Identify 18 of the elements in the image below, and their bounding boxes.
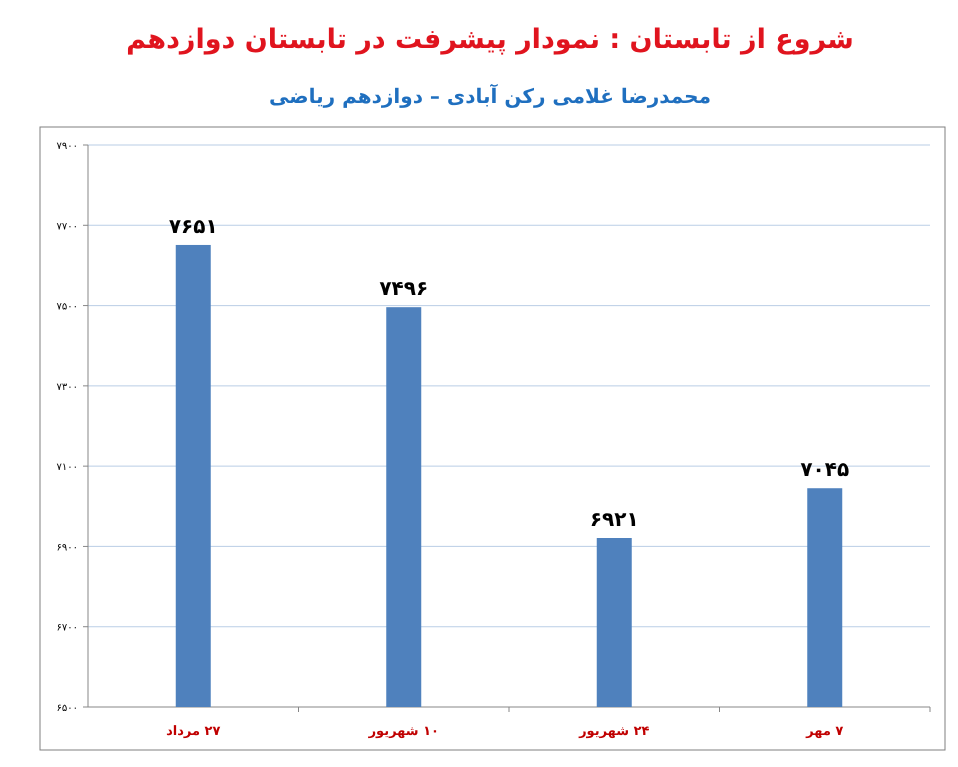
y-tick-label: ۷۱۰۰ <box>56 462 78 474</box>
y-tick-label: ۶۷۰۰ <box>56 622 78 634</box>
y-tick-label: ۶۹۰۰ <box>56 542 78 554</box>
x-tick-label: ۲۷ مرداد <box>166 724 220 739</box>
data-label: ۷۰۴۵ <box>800 457 850 482</box>
y-tick-label: ۶۵۰۰ <box>56 703 78 714</box>
data-label: ۷۶۵۱ <box>168 214 218 238</box>
x-tick-label: ۱۰ شهریور <box>368 724 439 739</box>
x-tick-label: ۷ مهر <box>805 724 844 739</box>
x-tick-label: ۲۴ شهریور <box>578 724 650 739</box>
y-tick-label: ۷۵۰۰ <box>56 302 78 313</box>
y-tick-label: ۷۳۰۰ <box>56 382 78 393</box>
y-tick-label: ۷۹۰۰ <box>56 141 78 152</box>
y-tick-label: ۷۷۰۰ <box>56 221 78 232</box>
data-label: ۶۹۲۱ <box>590 507 639 531</box>
chart-title: شروع از تابستان : نمودار پیشرفت در تابستان دوازدهم <box>126 24 854 55</box>
data-label: ۷۴۹۶ <box>379 276 428 300</box>
chart-subtitle: محمدرضا غلامی رکن آبادی – دوازدهم ریاضی <box>269 83 711 108</box>
